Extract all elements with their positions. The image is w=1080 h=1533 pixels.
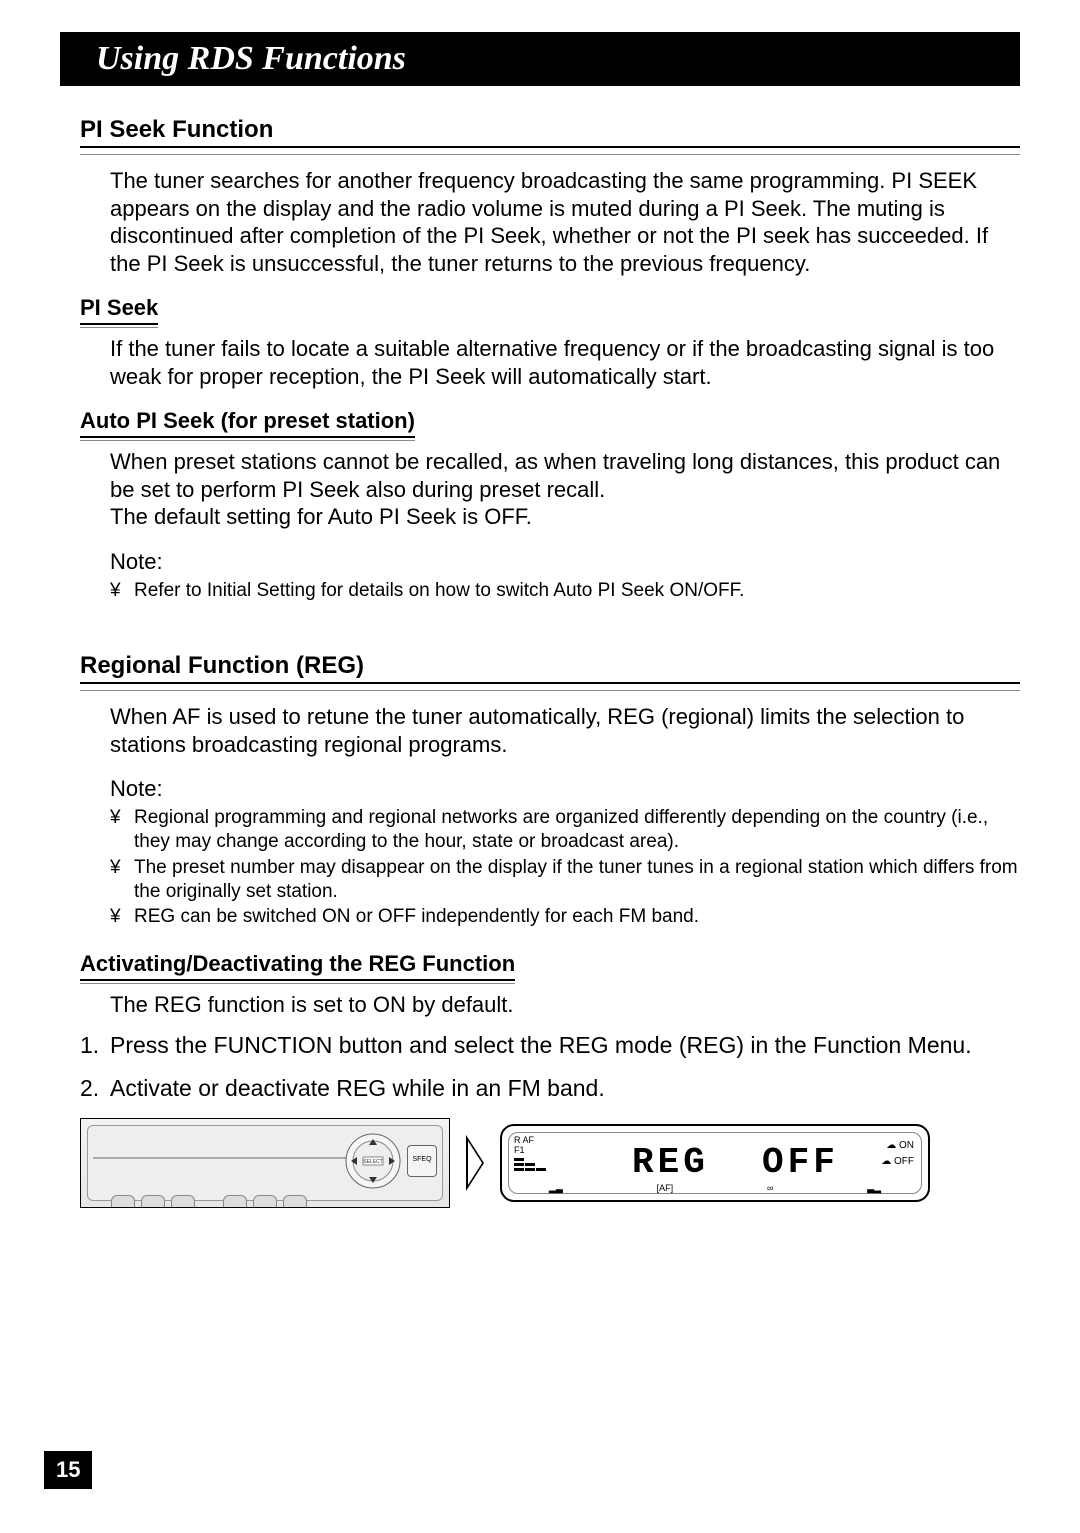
section-heading-pi-seek-function: PI Seek Function [80, 116, 1020, 148]
sub-heading-auto-pi-seek: Auto PI Seek (for preset station) [80, 408, 415, 438]
bullet-icon: ¥ [110, 806, 134, 854]
bullet-icon: ¥ [110, 905, 134, 929]
bullet-icon: ¥ [110, 856, 134, 904]
section-rule [80, 154, 1020, 155]
sub-body: If the tuner fails to locate a suitable … [110, 335, 1020, 390]
note-label: Note: [110, 776, 1020, 802]
sub-heading-activating-reg: Activating/Deactivating the REG Function [80, 951, 515, 981]
list-item: ¥The preset number may disappear on the … [110, 856, 1020, 904]
sfeq-button: SFEQ [407, 1145, 437, 1177]
page-number: 15 [44, 1451, 92, 1489]
sub-body: When preset stations cannot be recalled,… [110, 448, 1020, 531]
list-item: ¥Refer to Initial Setting for details on… [110, 579, 1020, 603]
step-item: 1.Press the FUNCTION button and select t… [80, 1031, 1020, 1061]
lcd-left-icons: R AF F1 [514, 1136, 546, 1171]
figure-row: SELECT SFEQ R AF F1 REG OFF ▂▃ [AF] [80, 1118, 1020, 1208]
lcd-display: R AF F1 REG OFF ▂▃ [AF] ∞ ▃▂ ☁ ON ☁ OFF [500, 1124, 930, 1202]
section-body: The tuner searches for another frequency… [110, 167, 1020, 277]
lcd-right-icons: ☁ ON ☁ OFF [881, 1138, 914, 1170]
chapter-title: Using RDS Functions [60, 32, 1020, 86]
bottom-knobs [111, 1195, 307, 1207]
arrow-right-icon [466, 1135, 484, 1191]
dpad-icon: SELECT [345, 1133, 401, 1189]
note-list: ¥Refer to Initial Setting for details on… [110, 579, 1020, 603]
note-label: Note: [110, 549, 1020, 575]
section-rule [80, 690, 1020, 691]
section-heading-regional-function: Regional Function (REG) [80, 652, 1020, 684]
step-item: 2.Activate or deactivate REG while in an… [80, 1074, 1020, 1104]
sub-heading-pi-seek: PI Seek [80, 295, 158, 325]
lcd-segment-off: OFF [762, 1142, 839, 1183]
list-item: ¥Regional programming and regional netwo… [110, 806, 1020, 854]
sub-body: The REG function is set to ON by default… [110, 991, 1020, 1019]
lcd-bottom-row: ▂▃ [AF] ∞ ▃▂ [502, 1183, 928, 1194]
note-list: ¥Regional programming and regional netwo… [110, 806, 1020, 929]
device-illustration: SELECT SFEQ [80, 1118, 450, 1208]
svg-text:SELECT: SELECT [363, 1159, 382, 1165]
lcd-segment-reg: REG [632, 1142, 709, 1183]
section-body: When AF is used to retune the tuner auto… [110, 703, 1020, 758]
bullet-icon: ¥ [110, 579, 134, 603]
list-item: ¥REG can be switched ON or OFF independe… [110, 905, 1020, 929]
